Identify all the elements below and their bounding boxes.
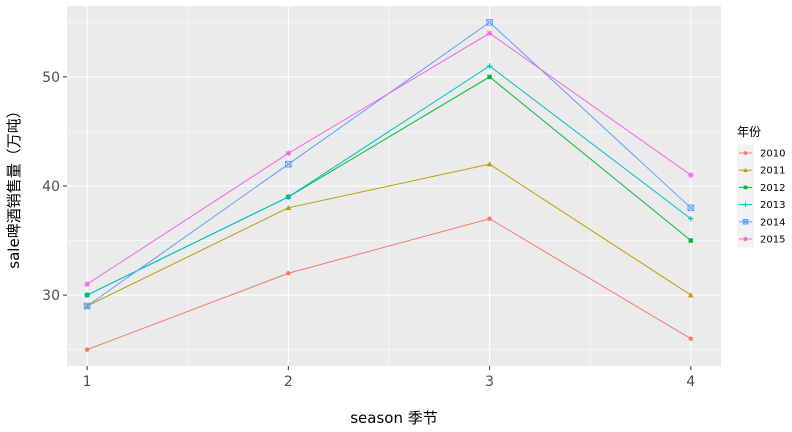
x-tick-label: 2	[284, 374, 293, 390]
legend-item-2013: 2013	[737, 196, 785, 214]
data-point	[487, 74, 492, 80]
point-box-diag	[83, 302, 91, 310]
x-axis-title: season 季节	[350, 409, 438, 427]
point-circle	[487, 216, 492, 221]
x-tick-label: 3	[485, 374, 494, 390]
data-point	[487, 216, 492, 221]
data-point	[486, 63, 493, 69]
data-point	[688, 172, 694, 178]
point-box-diag	[486, 19, 493, 26]
legend-label: 2014	[760, 217, 785, 228]
point-triangle	[285, 205, 292, 211]
legend-label: 2013	[760, 200, 785, 211]
series-line	[86, 163, 692, 307]
data-point	[743, 167, 748, 173]
point-circle	[286, 271, 291, 276]
legend: 年份 2010 2011 2012 2013 2014 2015	[737, 125, 785, 248]
legend-title: 年份	[737, 125, 761, 139]
point-triangle	[486, 161, 493, 167]
point-star-stroke	[487, 30, 493, 36]
series-2010	[84, 216, 694, 352]
series-line	[86, 32, 692, 285]
point-box	[742, 219, 749, 225]
y-tick-label: 30	[42, 288, 60, 304]
data-point	[688, 336, 694, 341]
data-point	[743, 236, 748, 242]
point-box-diag	[687, 204, 694, 211]
point-box	[285, 160, 292, 168]
point-circle	[688, 336, 694, 341]
data-point	[688, 292, 694, 298]
data-point	[285, 205, 292, 211]
data-point	[486, 19, 493, 26]
point-triangle	[743, 167, 748, 173]
data-point	[742, 219, 749, 225]
point-circle	[743, 151, 748, 155]
legend-items: 2010 2011 2012 2013 2014 2015	[737, 144, 785, 248]
legend-item-2011: 2011	[737, 161, 785, 179]
legend-label: 2010	[760, 149, 785, 160]
point-box	[83, 302, 91, 310]
data-point	[84, 281, 90, 287]
y-axis-ticks: 30 40 50	[42, 70, 67, 304]
point-box-diag	[285, 161, 292, 168]
y-tick-label: 50	[42, 70, 60, 86]
data-point	[486, 30, 493, 37]
legend-label: 2011	[760, 166, 785, 177]
series-line	[86, 218, 692, 351]
series-2015	[84, 30, 694, 287]
point-square	[743, 185, 748, 190]
point-square	[487, 74, 492, 80]
major-gridlines	[67, 6, 721, 366]
point-circle	[84, 347, 90, 352]
legend-label: 2012	[760, 183, 785, 194]
data-point	[743, 202, 748, 207]
point-square	[688, 238, 694, 243]
data-point	[286, 271, 291, 276]
data-point	[285, 160, 292, 168]
legend-item-2015: 2015	[737, 230, 785, 248]
point-star-stroke	[285, 150, 291, 156]
data-point	[743, 151, 748, 155]
data-point	[486, 161, 493, 167]
data-point	[83, 302, 91, 310]
data-point	[84, 292, 90, 298]
data-point	[743, 185, 748, 190]
x-axis-ticks: 1 2 3 4	[83, 366, 695, 390]
point-star-stroke	[84, 281, 90, 287]
point-triangle	[688, 292, 694, 298]
series-layer	[83, 19, 695, 352]
x-tick-label: 1	[83, 374, 92, 390]
point-box	[486, 19, 493, 26]
legend-item-2014: 2014	[737, 213, 785, 231]
series-line	[86, 65, 692, 296]
legend-item-2012: 2012	[737, 178, 785, 196]
data-point	[688, 238, 694, 243]
data-point	[285, 194, 292, 200]
legend-label: 2015	[760, 235, 785, 246]
data-point	[285, 150, 292, 157]
data-point	[688, 215, 694, 222]
y-tick-label: 40	[42, 179, 60, 195]
y-axis-title: sale啤酒销售量（万吨）	[5, 103, 23, 268]
point-box-diag	[742, 219, 749, 225]
point-box	[687, 204, 695, 212]
legend-item-2010: 2010	[737, 144, 785, 162]
x-tick-label: 4	[686, 374, 695, 390]
data-point	[687, 204, 695, 212]
data-point	[84, 347, 90, 352]
point-star-stroke	[743, 236, 748, 242]
series-2013	[84, 63, 694, 298]
point-star-stroke	[688, 172, 694, 178]
